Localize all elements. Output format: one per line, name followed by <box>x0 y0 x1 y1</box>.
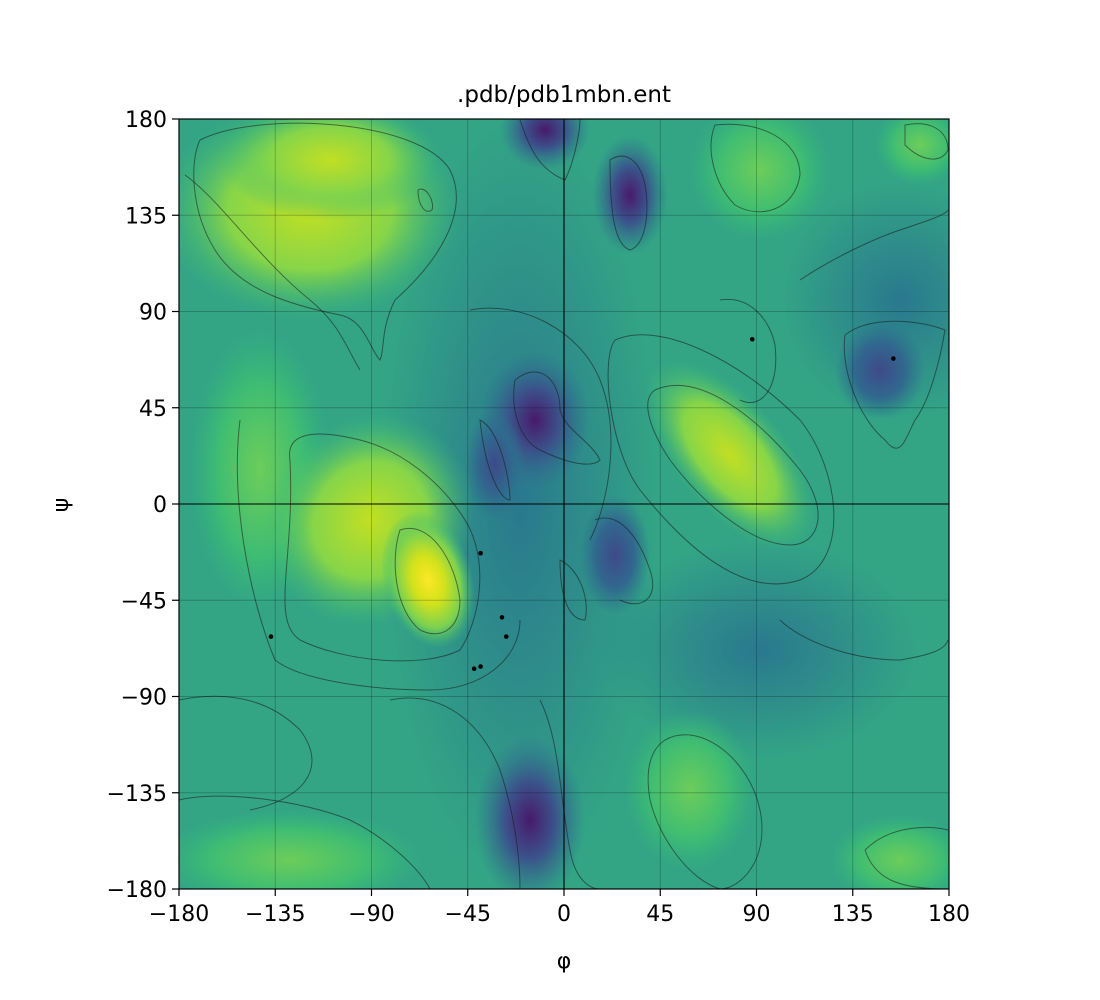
x-tick-label-0: −180 <box>149 902 209 927</box>
x-tick-label-2: −90 <box>348 902 394 927</box>
data-point-5 <box>478 664 483 669</box>
y-tick-label-1: −135 <box>107 782 167 807</box>
x-tick-label-3: −45 <box>445 902 491 927</box>
data-point-7 <box>891 356 896 361</box>
density-map <box>179 119 949 889</box>
data-point-1 <box>478 550 483 556</box>
data-point-0 <box>268 634 274 639</box>
y-tick-label-3: −45 <box>121 589 167 614</box>
data-point-6 <box>749 337 755 342</box>
y-tick-label-7: 135 <box>125 204 167 229</box>
x-tick-label-5: 45 <box>646 902 674 927</box>
x-tick-label-7: 135 <box>832 902 874 927</box>
chart-title: .pdb/pdb1mbn.ent <box>457 82 671 108</box>
y-axis-label: ψ <box>49 498 74 513</box>
x-tick-label-8: 180 <box>928 902 970 927</box>
y-tick-label-8: 180 <box>125 108 167 133</box>
data-point-4 <box>471 666 477 671</box>
data-points <box>268 337 896 671</box>
zero-axis-lines <box>179 119 949 889</box>
y-axis-ticks: −180 −135 −90 −45 0 45 90 135 180 <box>107 108 179 903</box>
x-axis-ticks: −180 −135 −90 −45 0 45 90 135 180 <box>149 889 970 927</box>
y-tick-label-2: −90 <box>121 686 167 711</box>
x-tick-label-4: 0 <box>557 902 571 927</box>
data-point-3 <box>503 634 509 639</box>
x-tick-label-1: −135 <box>245 902 305 927</box>
x-tick-label-6: 90 <box>743 902 771 927</box>
y-tick-label-6: 90 <box>139 301 167 326</box>
y-tick-label-0: −180 <box>107 878 167 903</box>
data-point-2 <box>499 615 505 620</box>
contour-lines <box>179 119 949 889</box>
x-axis-label: φ <box>557 949 572 974</box>
y-tick-label-5: 45 <box>139 397 167 422</box>
y-tick-label-4: 0 <box>153 493 167 518</box>
